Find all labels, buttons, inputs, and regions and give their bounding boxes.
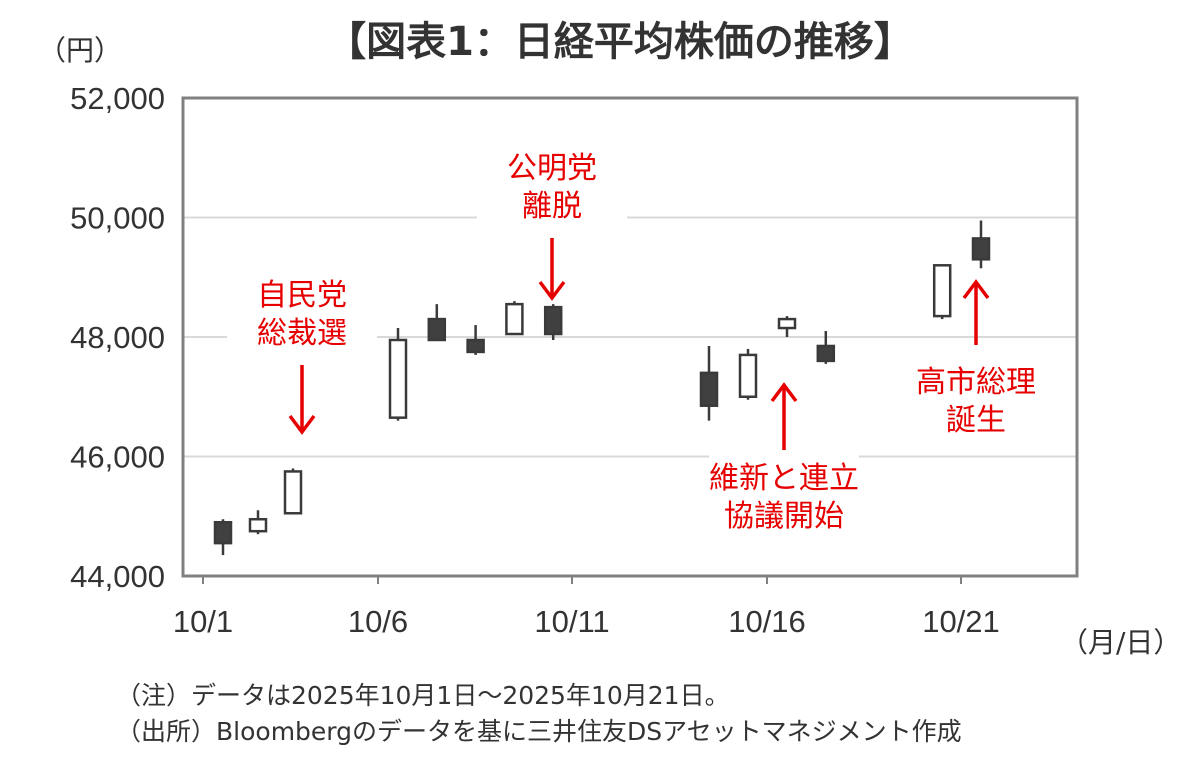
y-tick-label: 44,000 (70, 559, 165, 594)
candle-body (283, 470, 303, 515)
candles (213, 220, 991, 556)
axes: 44,000 46,000 48,000 50,000 52,000 10/1 10/6 10… (70, 81, 1079, 639)
annotation-arrow-head (962, 279, 990, 300)
candle-body (699, 371, 719, 407)
annotation-background (227, 271, 377, 351)
candle-body (248, 517, 268, 533)
candle-body (388, 338, 408, 419)
x-tick-label: 10/1 (173, 604, 233, 639)
x-tick-label: 10/16 (728, 604, 806, 639)
annotation-arrow-head (288, 414, 316, 435)
candle-body (816, 344, 836, 363)
footnote: （注）データは2025年10月1日～2025年10月21日。 (116, 681, 730, 710)
source-note: （出所）Bloombergのデータを基に三井住友DSアセットマネジメント作成 (116, 717, 962, 746)
candle-body (932, 264, 952, 318)
annotation-arrow-head (770, 382, 798, 403)
annotation-label: 高市総理 (916, 365, 1036, 400)
annotation-background (709, 454, 859, 534)
y-tick-label: 48,000 (70, 320, 165, 355)
candle-body (213, 520, 233, 545)
candle-body (505, 302, 524, 336)
annotation-label: 維新と連立 (709, 461, 859, 496)
candle-body (971, 237, 991, 261)
annotation-label: 協議開始 (724, 499, 844, 534)
annotation-label: 公明党 (507, 151, 597, 186)
plot-frame (181, 96, 1079, 578)
x-tick-label: 10/21 (922, 604, 1000, 639)
y-tick-label: 46,000 (70, 440, 165, 475)
annotation-background (901, 358, 1051, 438)
annotation-arrow-head (538, 280, 566, 301)
candle-body (427, 317, 447, 342)
y-tick-label: 52,000 (70, 81, 165, 116)
x-tick-label: 10/11 (534, 604, 609, 639)
x-axis-unit: （月/日） (1060, 626, 1181, 659)
chart-title: 【図表1：日経平均株価の推移】 (326, 19, 914, 65)
annotation-label: 離脱 (522, 189, 582, 224)
candle-body (466, 338, 485, 354)
y-tick-label: 50,000 (70, 201, 165, 236)
annotation-label: 自民党 (257, 278, 347, 313)
candle-body (777, 317, 797, 330)
annotation-background (477, 144, 627, 224)
candle-body (543, 305, 563, 336)
annotation-label: 誕生 (946, 403, 1006, 438)
annotation-label: 総裁選 (257, 316, 347, 351)
candle-body (738, 353, 758, 398)
x-tick-label: 10/6 (348, 604, 408, 639)
y-axis-unit: （円） (38, 34, 122, 67)
